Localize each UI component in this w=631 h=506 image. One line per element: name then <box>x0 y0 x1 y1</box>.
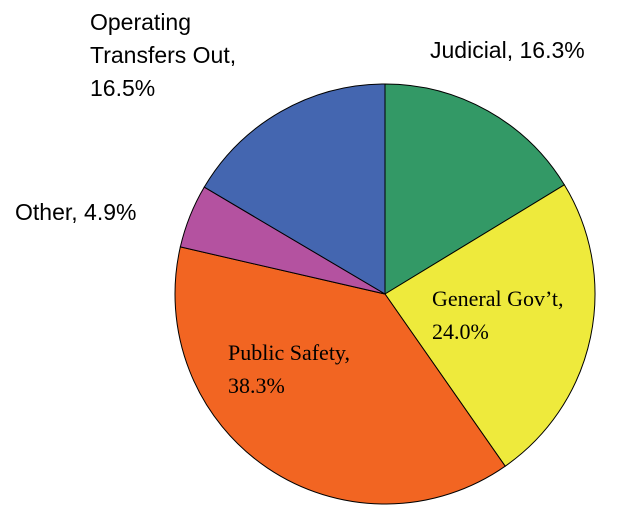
slice-label: Other, 4.9% <box>15 199 137 225</box>
slice-label: Public Safety, 38.3% <box>228 340 350 398</box>
slice-label: Judicial, 16.3% <box>430 37 585 63</box>
slice-label: Operating Transfers Out, 16.5% <box>90 9 237 101</box>
pie-slice <box>384 83 566 295</box>
pie-slice <box>174 246 506 505</box>
slice-label: General Gov’t, 24.0% <box>432 286 564 344</box>
pie-slice <box>203 83 386 295</box>
pie-slice <box>384 184 596 467</box>
